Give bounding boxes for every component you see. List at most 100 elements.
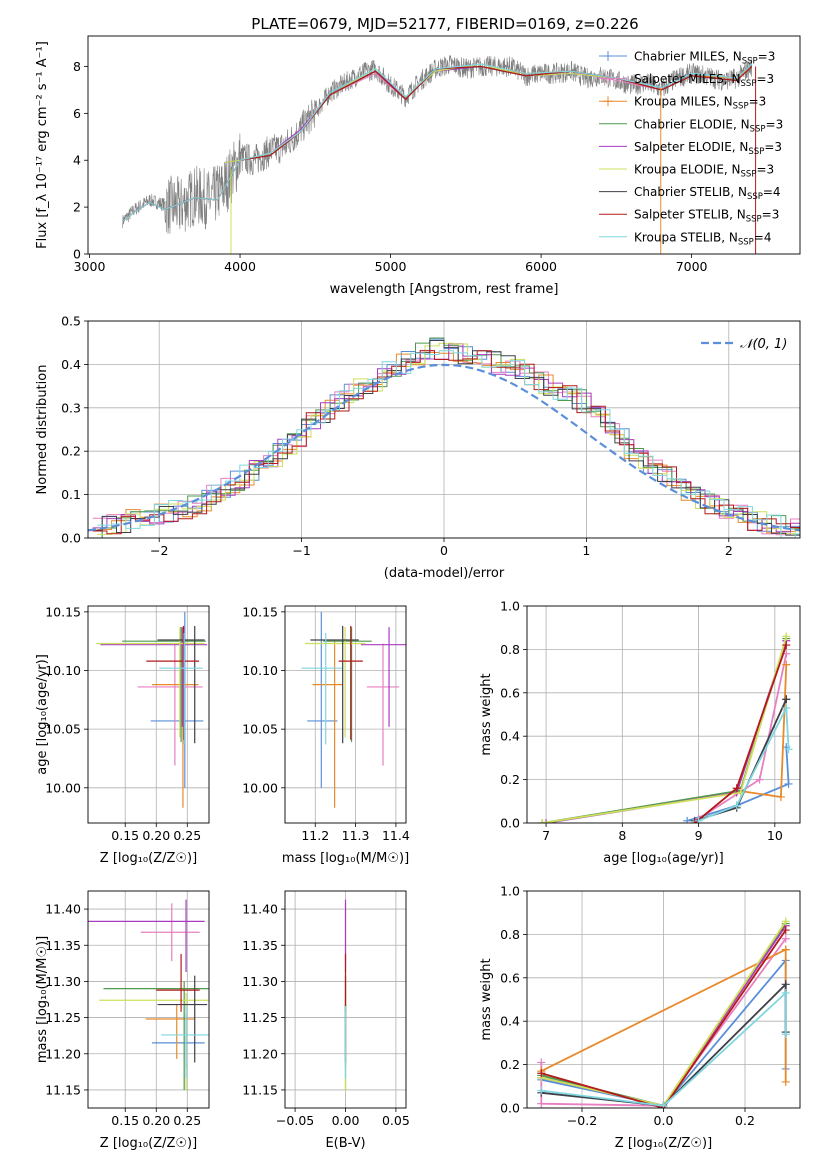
weight-marker bbox=[732, 784, 741, 793]
legend-label: Chabrier MILES, NSSP=3 bbox=[634, 50, 775, 67]
legend-tail: =3 bbox=[758, 50, 776, 64]
x-tick-label: 7000 bbox=[676, 259, 708, 274]
legend-subscript: SSP bbox=[750, 124, 766, 134]
y-tick-label: 0.0 bbox=[61, 531, 81, 546]
weight-marker bbox=[781, 934, 790, 943]
y-tick-label: 2 bbox=[73, 200, 81, 215]
legend-label: Salpeter ELODIE, NSSP=3 bbox=[634, 140, 782, 157]
weight-marker bbox=[781, 917, 790, 926]
x-tick-label: −2 bbox=[150, 543, 168, 558]
y-tick-label: 10.15 bbox=[45, 604, 81, 619]
weight-marker bbox=[782, 703, 791, 712]
weight-line bbox=[542, 636, 788, 823]
legend-subscript: SSP bbox=[746, 215, 762, 225]
legend-label: Kroupa STELIB, NSSP=4 bbox=[634, 230, 772, 247]
y-tick-label: 11.15 bbox=[242, 1082, 278, 1097]
legend-entry: Salpeter ELODIE, NSSP=3 bbox=[599, 140, 782, 157]
weight-marker bbox=[659, 1101, 668, 1108]
plot-area-age-vs-Z bbox=[88, 606, 209, 823]
weight-marker bbox=[537, 1058, 546, 1067]
weight-marker bbox=[782, 641, 791, 650]
x-tick-label: −1 bbox=[292, 543, 310, 558]
y-tick-label: 11.40 bbox=[242, 902, 278, 917]
figure-title: PLATE=0679, MJD=52177, FIBERID=0169, z=0… bbox=[251, 15, 638, 33]
plot-area-weight-vs-Z bbox=[527, 891, 800, 1108]
y-tick-label: 0.5 bbox=[61, 314, 81, 329]
legend-label: Kroupa MILES, NSSP=3 bbox=[634, 95, 766, 112]
plot-area-weight-vs-age bbox=[527, 606, 800, 823]
y-tick-label: 0.8 bbox=[500, 927, 520, 942]
weight-line bbox=[540, 938, 787, 1107]
legend-label: Salpeter MILES, NSSP=3 bbox=[634, 72, 774, 89]
legend-marker bbox=[603, 96, 613, 107]
legend-entry: Kroupa ELODIE, NSSP=3 bbox=[599, 163, 774, 180]
legend-tail: =4 bbox=[754, 230, 772, 244]
y-tick-label: 11.35 bbox=[242, 938, 278, 953]
weight-marker bbox=[538, 819, 547, 823]
x-tick-label: 11.3 bbox=[342, 828, 370, 843]
x-tick-label: 7 bbox=[542, 828, 550, 843]
x-tick-label: 0.15 bbox=[111, 828, 139, 843]
x-axis-label: Z [log₁₀(Z/Z☉)] bbox=[615, 1136, 712, 1151]
legend-label: Salpeter STELIB, NSSP=3 bbox=[634, 208, 779, 225]
x-tick-label: 9 bbox=[695, 828, 703, 843]
weight-marker bbox=[782, 632, 791, 641]
legend-subscript: SSP bbox=[747, 192, 763, 202]
y-tick-label: 0.0 bbox=[500, 816, 520, 831]
y-tick-label: 10.00 bbox=[242, 780, 278, 795]
y-tick-label: 0.0 bbox=[500, 1101, 520, 1116]
y-tick-label: 11.25 bbox=[242, 1010, 278, 1025]
normal-curve bbox=[88, 363, 800, 532]
weight-marker bbox=[782, 660, 791, 669]
weight-marker bbox=[694, 816, 703, 823]
y-tick-label: 1.0 bbox=[500, 884, 520, 899]
y-tick-label: 10.05 bbox=[45, 722, 81, 737]
y-tick-label: 8 bbox=[73, 59, 81, 74]
weight-line bbox=[541, 990, 787, 1107]
legend-subscript: SSP bbox=[748, 147, 764, 157]
x-tick-label: 2 bbox=[725, 543, 733, 558]
legend-subscript: SSP bbox=[741, 79, 757, 89]
y-tick-label: 4 bbox=[73, 153, 81, 168]
weight-marker bbox=[537, 1069, 546, 1078]
y-tick-label: 11.35 bbox=[45, 938, 81, 953]
x-tick-label: 0.15 bbox=[111, 1113, 139, 1128]
x-tick-label: 4000 bbox=[224, 259, 256, 274]
weight-marker bbox=[781, 945, 790, 954]
y-tick-label: 11.30 bbox=[242, 974, 278, 989]
legend-tail: =3 bbox=[762, 208, 780, 222]
axes-frame bbox=[87, 605, 210, 824]
weight-marker bbox=[776, 792, 785, 801]
x-tick-label: 11.4 bbox=[382, 828, 410, 843]
y-tick-label: 10.15 bbox=[242, 604, 278, 619]
legend-label: 𝒩(0, 1) bbox=[740, 337, 787, 352]
legend-entry: Kroupa STELIB, NSSP=4 bbox=[599, 230, 772, 247]
legend-tail: =3 bbox=[766, 117, 784, 131]
x-axis-label: mass [log₁₀(M/M☉)] bbox=[282, 851, 409, 866]
legend-entry: Salpeter STELIB, NSSP=3 bbox=[599, 208, 779, 225]
x-tick-label: 0.25 bbox=[173, 828, 201, 843]
legend-tail: =3 bbox=[764, 140, 782, 154]
histogram-chabrier-stelib bbox=[88, 340, 800, 536]
x-tick-label: 0 bbox=[440, 543, 448, 558]
legend-entry: Chabrier MILES, NSSP=3 bbox=[599, 50, 775, 67]
histogram-kroupa-miles bbox=[97, 352, 800, 534]
weight-marker bbox=[781, 1030, 790, 1039]
plot-area-age-vs-mass bbox=[285, 606, 406, 823]
axes-frame bbox=[526, 605, 801, 824]
legend-tail: =3 bbox=[756, 163, 774, 177]
y-axis-label: mass [log₁₀(M/M☉)] bbox=[35, 936, 50, 1063]
weight-marker bbox=[782, 695, 791, 704]
weight-marker bbox=[537, 1099, 546, 1108]
axes-frame bbox=[284, 605, 407, 824]
x-tick-label: 5000 bbox=[375, 259, 407, 274]
weight-marker bbox=[683, 816, 692, 823]
y-tick-label: 0.4 bbox=[61, 357, 81, 372]
x-tick-label: 6000 bbox=[525, 259, 557, 274]
weight-line bbox=[542, 638, 788, 823]
y-tick-label: 11.20 bbox=[45, 1046, 81, 1061]
weight-marker bbox=[537, 1086, 546, 1095]
weight-marker bbox=[732, 801, 741, 810]
y-tick-label: 0.3 bbox=[61, 400, 81, 415]
